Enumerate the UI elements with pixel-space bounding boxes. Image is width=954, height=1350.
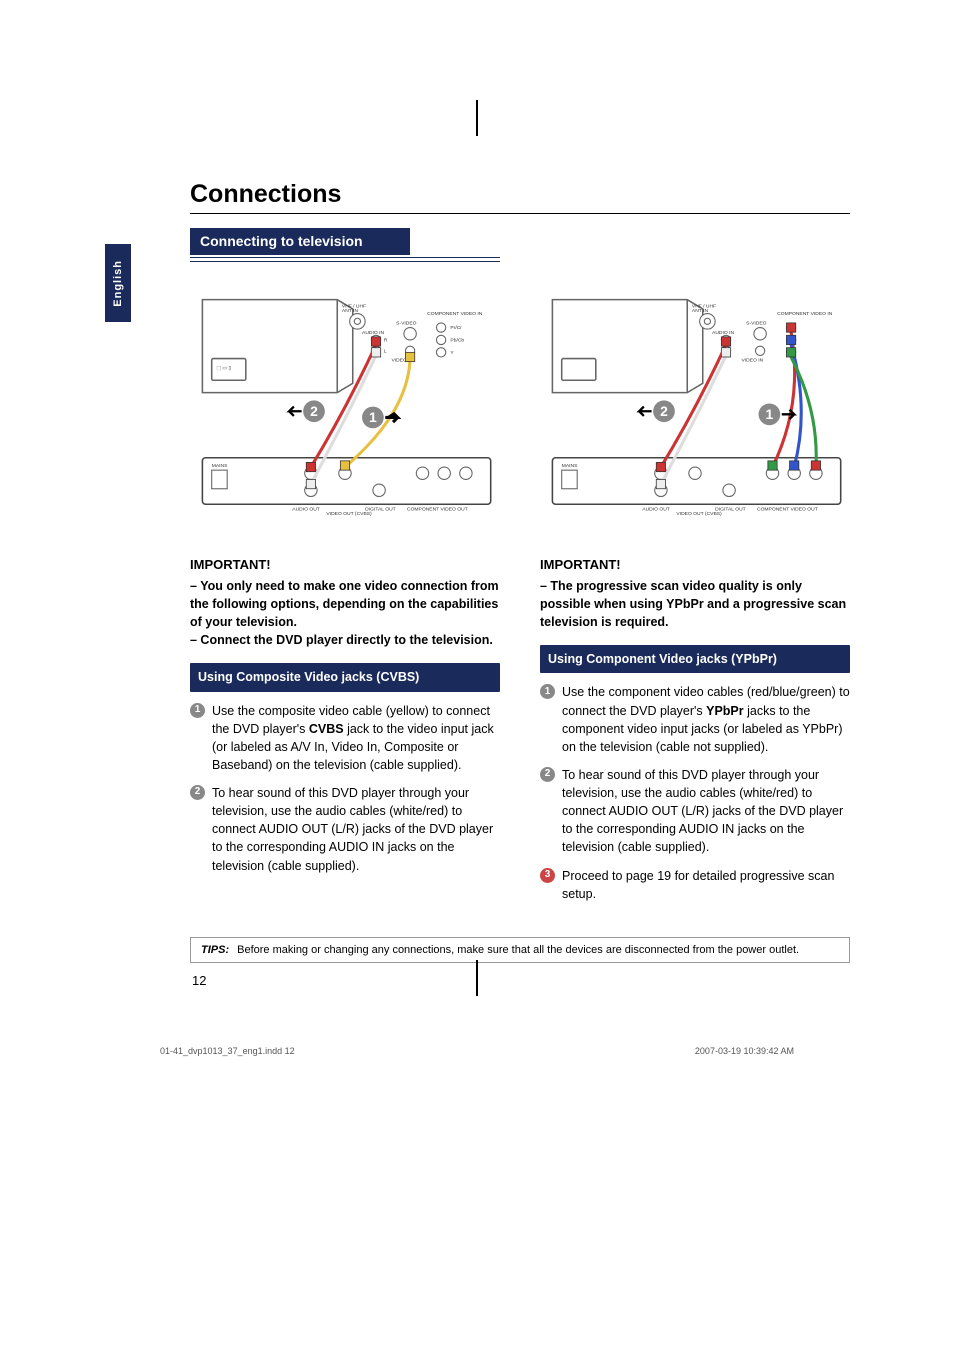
step-number-2-r: 2	[540, 767, 555, 782]
left-column: ⬚ ▭ ▯ VHF / UHF ANT IN AUDIO IN R L	[190, 280, 500, 913]
tips-label: TIPS:	[201, 944, 229, 956]
svg-text:1: 1	[369, 409, 377, 425]
label-l: L	[384, 348, 387, 354]
step-text-left-1: Use the composite video cable (yellow) t…	[212, 702, 500, 775]
label-pb: Pb/Cb	[450, 338, 464, 344]
bold-cvbs: CVBS	[309, 722, 344, 736]
crop-mark-top	[476, 100, 478, 136]
label-component-r: COMPONENT VIDEO IN	[777, 311, 833, 317]
step-text-right-3: Proceed to page 19 for detailed progress…	[562, 867, 850, 903]
step-right-1: 1 Use the component video cables (red/bl…	[540, 683, 850, 756]
important-body-right: – The progressive scan video quality is …	[540, 577, 850, 631]
important-heading-left: IMPORTANT!	[190, 556, 500, 575]
step-left-1: 1 Use the composite video cable (yellow)…	[190, 702, 500, 775]
step-right-2: 2 To hear sound of this DVD player throu…	[540, 766, 850, 857]
section-heading: Connecting to television	[190, 228, 410, 255]
svg-text:⬚ ▭ ▯: ⬚ ▭ ▯	[216, 365, 231, 371]
columns: ⬚ ▭ ▯ VHF / UHF ANT IN AUDIO IN R L	[190, 280, 794, 913]
step-text-right-2: To hear sound of this DVD player through…	[562, 766, 850, 857]
title-rule	[190, 213, 850, 214]
label-pr: Pr/Cr	[450, 325, 462, 331]
label-video-in-r: VIDEO IN	[742, 358, 764, 364]
section-rule	[190, 257, 500, 262]
language-tab-label: English	[112, 260, 124, 307]
callout-2: 2	[289, 400, 325, 422]
step-left-2: 2 To hear sound of this DVD player throu…	[190, 784, 500, 875]
tips-text: Before making or changing any connection…	[237, 944, 799, 956]
diagram-cvbs: ⬚ ▭ ▯ VHF / UHF ANT IN AUDIO IN R L	[190, 286, 500, 521]
page-title: Connections	[190, 180, 794, 209]
label-r: R	[384, 338, 388, 344]
label-component: COMPONENT VIDEO IN	[427, 311, 483, 317]
sub-heading-cvbs: Using Composite Video jacks (CVBS)	[190, 663, 500, 691]
label-audio-out: AUDIO OUT	[292, 506, 320, 512]
footer-right: 2007-03-19 10:39:42 AM	[695, 1046, 794, 1056]
label-digital-out: DIGITAL OUT	[365, 506, 396, 512]
page-content: Connections Connecting to television ⬚ ▭…	[190, 180, 794, 988]
label-mains-r: MAINS	[562, 463, 578, 469]
svg-text:2: 2	[660, 403, 668, 419]
label-audio-in-r: AUDIO IN	[712, 330, 734, 336]
sub-heading-ypbpr: Using Component Video jacks (YPbPr)	[540, 645, 850, 673]
label-y: Y	[450, 350, 454, 356]
label-component-out-r: COMPONENT VIDEO OUT	[757, 506, 818, 512]
label-audio-in: AUDIO IN	[362, 330, 384, 336]
label-digital-out-r: DIGITAL OUT	[715, 506, 746, 512]
right-column: VHF / UHF ANT IN AUDIO IN S-VIDEO VIDEO …	[540, 280, 850, 913]
page-number: 12	[192, 973, 794, 988]
crop-mark-bottom	[476, 960, 478, 996]
step-number-1-r: 1	[540, 684, 555, 699]
important-heading-right: IMPORTANT!	[540, 556, 850, 575]
callout-1: 1	[362, 407, 398, 429]
language-tab: English	[105, 244, 131, 322]
svg-text:ANT IN: ANT IN	[692, 308, 709, 314]
label-svideo-r: S-VIDEO	[746, 320, 767, 326]
diagram-ypbpr: VHF / UHF ANT IN AUDIO IN S-VIDEO VIDEO …	[540, 286, 850, 521]
step-text-right-1: Use the component video cables (red/blue…	[562, 683, 850, 756]
important-body-left: – You only need to make one video connec…	[190, 577, 500, 650]
label-mains: MAINS	[212, 463, 228, 469]
svg-text:ANT IN: ANT IN	[342, 308, 359, 314]
svg-text:2: 2	[310, 403, 318, 419]
callout-2-r: 2	[639, 400, 675, 422]
footer-left: 01-41_dvp1013_37_eng1.indd 12	[160, 1046, 295, 1056]
footer: 01-41_dvp1013_37_eng1.indd 12 2007-03-19…	[160, 1046, 794, 1056]
step-number-2: 2	[190, 785, 205, 800]
label-svideo: S-VIDEO	[396, 320, 417, 326]
step-number-1: 1	[190, 703, 205, 718]
tips-box: TIPS: Before making or changing any conn…	[190, 937, 850, 963]
label-component-out: COMPONENT VIDEO OUT	[407, 506, 468, 512]
step-number-3-r: 3	[540, 868, 555, 883]
tv-back: ⬚ ▭ ▯ VHF / UHF ANT IN AUDIO IN R L	[202, 300, 482, 393]
svg-text:1: 1	[766, 406, 774, 422]
bold-ypbpr: YPbPr	[706, 704, 744, 718]
label-audio-out-r: AUDIO OUT	[642, 506, 670, 512]
step-right-3: 3 Proceed to page 19 for detailed progre…	[540, 867, 850, 903]
step-text-left-2: To hear sound of this DVD player through…	[212, 784, 500, 875]
